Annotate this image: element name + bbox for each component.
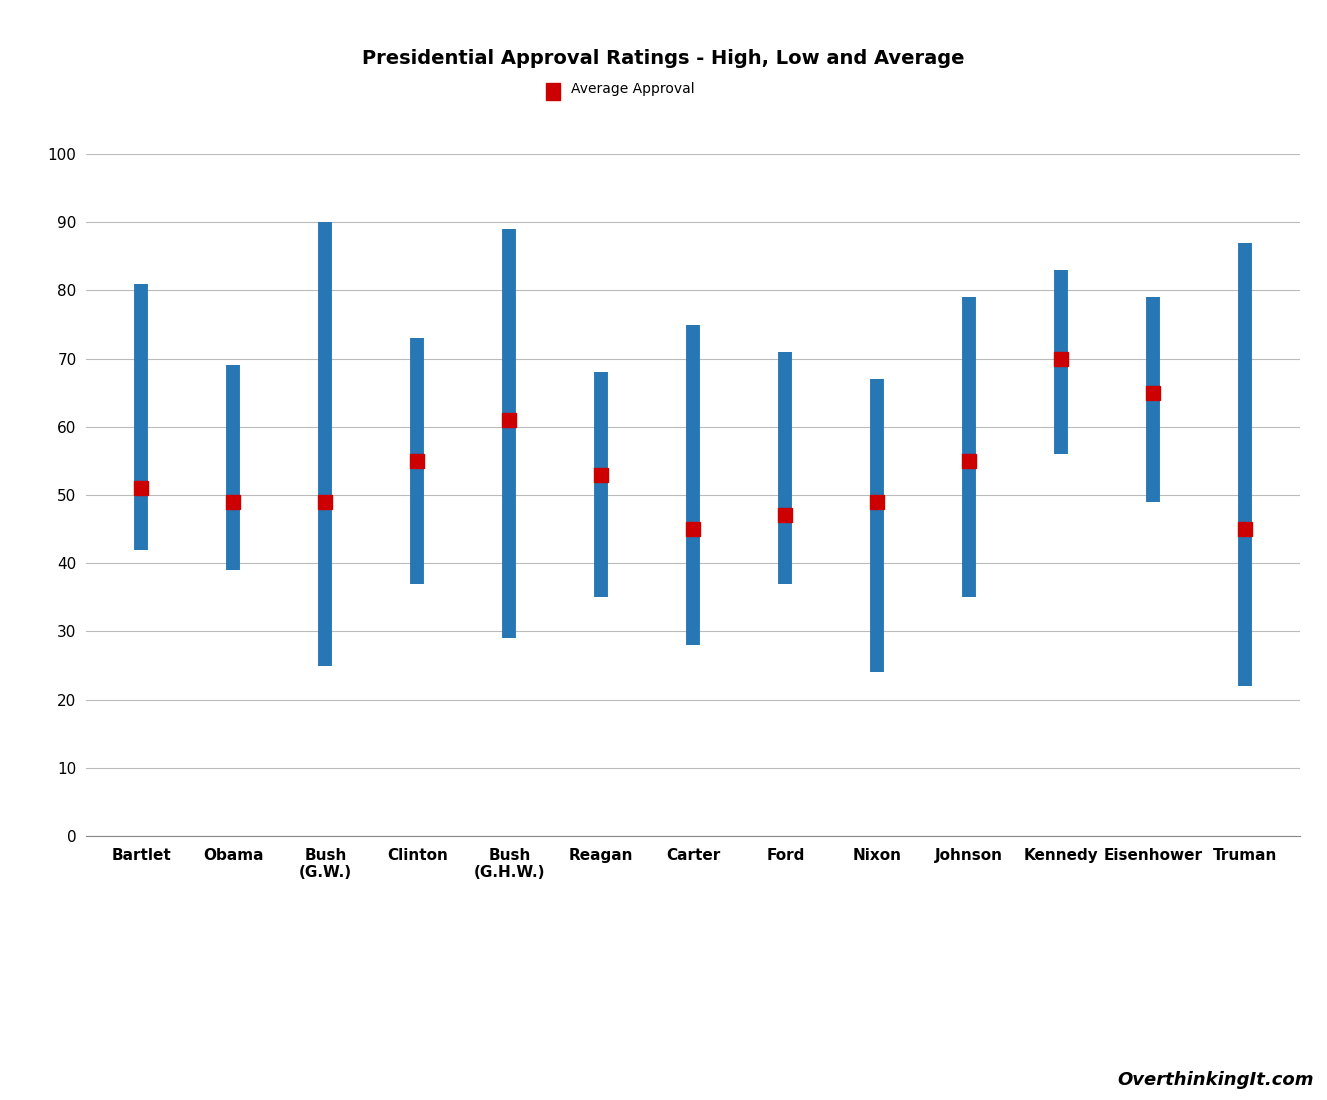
- Bar: [547, 82, 560, 100]
- Text: Presidential Approval Ratings - High, Low and Average: Presidential Approval Ratings - High, Lo…: [362, 50, 965, 68]
- Text: Average Approval: Average Approval: [571, 82, 694, 96]
- Text: OverthinkingIt.com: OverthinkingIt.com: [1117, 1071, 1314, 1089]
